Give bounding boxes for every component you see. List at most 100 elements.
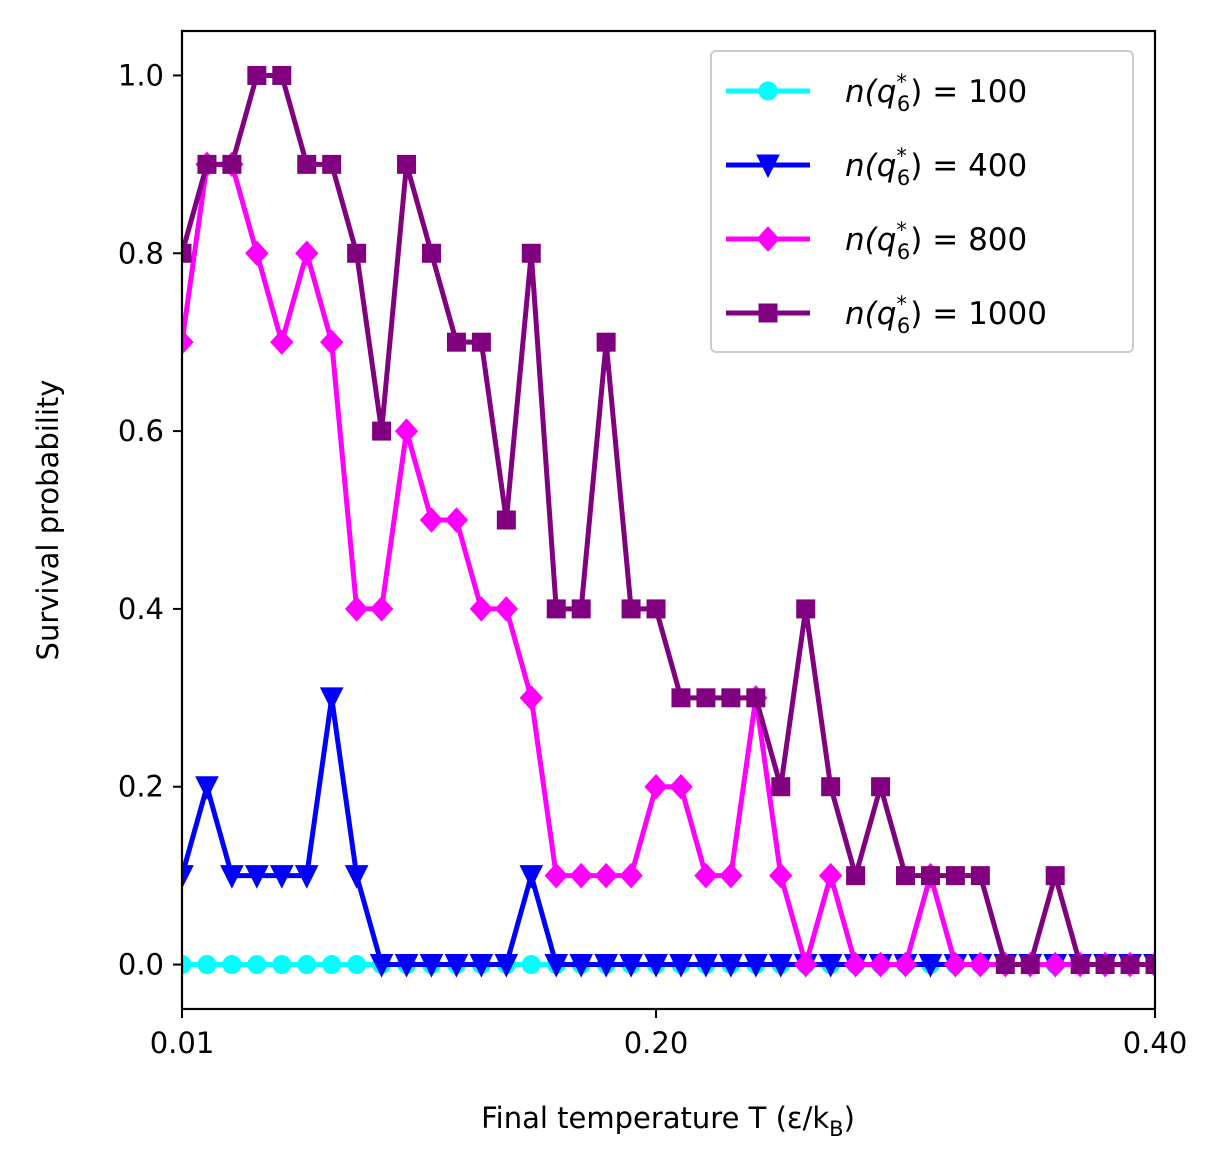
data-point — [419, 507, 444, 533]
legend-frame — [710, 50, 1134, 353]
data-point — [970, 866, 990, 886]
data-point — [182, 865, 194, 889]
legend-entry: n(q* 6) = 400 — [726, 144, 1027, 190]
data-point — [644, 954, 668, 978]
legend-label: n(q* 6) = 100 — [845, 70, 1027, 116]
y-ticks: 0.0 0.2 0.4 0.6 0.8 1.0 — [118, 58, 182, 982]
data-point — [222, 955, 242, 975]
legend-marker — [758, 303, 778, 323]
data-point — [596, 332, 616, 352]
data-point — [222, 154, 242, 174]
data-point — [569, 862, 593, 889]
data-point — [372, 421, 392, 441]
data-point — [896, 866, 916, 886]
data-point — [1045, 866, 1065, 886]
data-point — [871, 777, 891, 797]
legend-entry: n(q* 6) = 100 — [726, 70, 1027, 116]
legend: n(q* 6) = 100 n(q* 6) = 400 n(q* 6) = 800 n(q*… — [710, 50, 1134, 353]
data-point — [644, 773, 668, 800]
data-point — [594, 954, 618, 978]
data-point — [519, 865, 544, 889]
y-tick-label: 0.6 — [118, 414, 164, 448]
legend-entry: n(q* 6) = 800 — [726, 218, 1027, 264]
data-point — [397, 154, 417, 174]
data-point — [394, 954, 419, 978]
data-point — [945, 866, 965, 886]
series-line — [182, 72, 1155, 968]
x-tick-label: 0.01 — [150, 1026, 215, 1060]
data-point — [594, 862, 618, 889]
data-point — [322, 154, 342, 174]
series-4 — [182, 65, 1155, 975]
data-point — [347, 955, 367, 975]
data-point — [721, 688, 741, 708]
data-point — [768, 954, 793, 978]
data-point — [669, 773, 693, 800]
y-tick-label: 1.0 — [118, 58, 164, 92]
data-point — [671, 688, 691, 708]
data-point — [444, 954, 469, 978]
data-point — [272, 955, 292, 975]
data-point — [496, 510, 516, 530]
data-point — [1095, 955, 1115, 975]
data-point — [294, 865, 319, 889]
data-point — [1070, 955, 1090, 975]
data-point — [1120, 955, 1140, 975]
data-point — [297, 955, 317, 975]
data-point — [295, 240, 319, 267]
data-point — [494, 596, 519, 622]
data-point — [247, 955, 267, 975]
data-point — [446, 332, 466, 352]
legend-label: n(q* 6) = 400 — [845, 144, 1027, 190]
data-point — [943, 951, 968, 978]
data-point — [1020, 955, 1040, 975]
data-point — [419, 954, 444, 978]
data-point — [995, 955, 1015, 975]
data-point — [471, 332, 491, 352]
data-point — [182, 243, 192, 263]
data-point — [694, 862, 718, 889]
data-point — [669, 954, 693, 978]
x-tick-label: 0.40 — [1123, 1026, 1188, 1060]
data-point — [394, 418, 419, 444]
data-point — [893, 951, 918, 978]
data-point — [1145, 955, 1155, 975]
data-point — [245, 240, 269, 267]
data-point — [521, 955, 541, 975]
x-tick-label: 0.20 — [624, 1026, 689, 1060]
series-line — [182, 161, 1155, 968]
data-point — [646, 599, 666, 619]
y-tick-label: 0.4 — [118, 592, 164, 626]
plot-frame — [180, 29, 1157, 1011]
x-ticks: 0.01 0.20 0.40 — [150, 1009, 1188, 1060]
legend-label: n(q* 6) = 800 — [845, 218, 1027, 264]
data-point — [744, 954, 768, 978]
data-point — [868, 951, 893, 978]
data-point — [297, 154, 317, 174]
data-point — [918, 954, 943, 978]
y-tick-label: 0.8 — [118, 236, 164, 270]
data-point — [544, 954, 569, 978]
data-point — [444, 507, 469, 533]
data-point — [369, 596, 394, 622]
data-point — [245, 865, 269, 889]
data-point — [796, 599, 816, 619]
data-point — [694, 954, 718, 978]
y-tick-label: 0.2 — [118, 770, 164, 804]
data-point — [968, 951, 993, 978]
series-layer — [182, 65, 1155, 978]
legend-marker — [756, 226, 780, 252]
data-point — [821, 777, 841, 797]
data-point — [920, 866, 940, 886]
data-point — [519, 685, 543, 711]
data-point — [344, 596, 369, 622]
data-point — [719, 862, 743, 889]
data-point — [746, 688, 766, 708]
data-point — [272, 65, 292, 85]
data-point — [197, 154, 217, 174]
data-point — [270, 329, 294, 355]
data-point — [619, 954, 643, 978]
data-point — [771, 777, 791, 797]
